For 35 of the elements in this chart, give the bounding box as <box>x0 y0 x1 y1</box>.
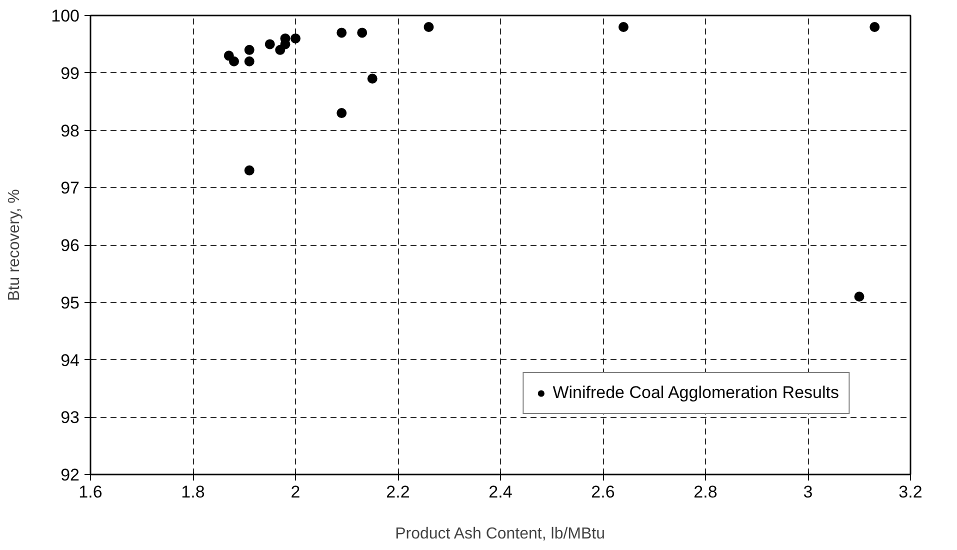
point <box>290 33 300 44</box>
x-tick-label: 2.6 <box>591 482 615 502</box>
y-tick-label: 95 <box>60 293 80 312</box>
point <box>618 22 628 32</box>
point <box>424 22 434 32</box>
point <box>357 28 368 38</box>
point <box>244 56 254 66</box>
y-tick-label: 99 <box>60 64 80 83</box>
y-axis-title: Btu recovery, % <box>6 189 24 301</box>
x-tick-label: 2 <box>290 482 300 502</box>
y-tick-label: 100 <box>51 6 80 26</box>
y-tick-label: 97 <box>60 178 80 198</box>
x-tick-label: 2.4 <box>488 482 512 502</box>
point <box>244 165 254 176</box>
point <box>229 56 239 66</box>
x-tick-label: 2.8 <box>694 482 718 502</box>
legend-label: Winifrede Coal Agglomeration Results <box>552 383 839 403</box>
point <box>854 292 864 302</box>
y-tick-label: 94 <box>60 350 80 370</box>
point <box>244 44 254 55</box>
y-tick-label: 93 <box>60 408 80 428</box>
point <box>336 28 347 38</box>
x-axis-title: Product Ash Content, lb/MBtu <box>395 526 606 542</box>
point <box>264 39 275 50</box>
y-tick-label: 98 <box>60 121 80 140</box>
point <box>336 108 347 118</box>
x-tick-label: 3 <box>803 482 813 502</box>
x-tick-label: 1.6 <box>78 482 102 502</box>
x-tick-label: 2.2 <box>386 482 410 502</box>
x-tick-label: 1.8 <box>181 482 205 502</box>
y-tick-label: 92 <box>60 466 80 484</box>
point <box>367 74 378 84</box>
y-tick-label: 96 <box>60 236 80 255</box>
point <box>870 22 880 32</box>
x-tick-label: 3.2 <box>898 482 922 502</box>
